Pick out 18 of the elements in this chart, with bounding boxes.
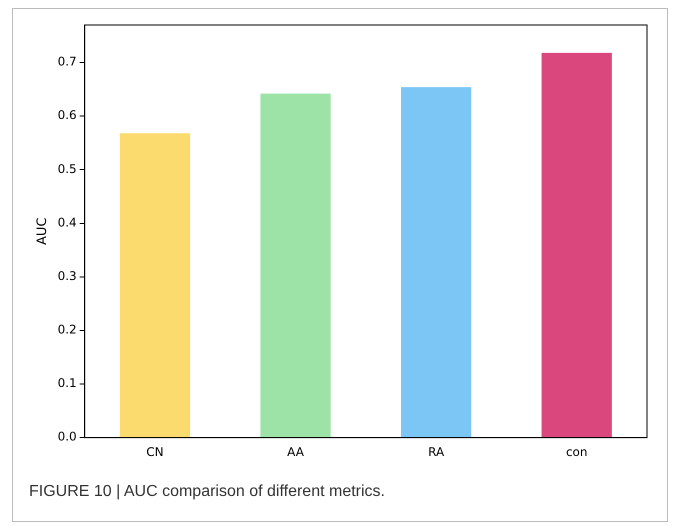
x-tick-label: RA xyxy=(428,444,445,459)
y-axis-title: AUC xyxy=(35,218,50,246)
y-tick-label: 0.7 xyxy=(58,54,77,69)
bar xyxy=(120,133,190,438)
y-tick-label: 0.1 xyxy=(58,376,77,390)
x-tick-label: AA xyxy=(287,444,305,459)
y-tick-label: 0.4 xyxy=(58,215,77,230)
y-tick-label: 0.6 xyxy=(58,108,77,122)
y-tick-label: 0.3 xyxy=(58,268,77,283)
x-tick-label: con xyxy=(566,444,588,459)
caption: FIGURE 10 | AUC comparison of different metrics. xyxy=(29,483,386,501)
bar xyxy=(260,94,331,438)
y-tick-label: 0.2 xyxy=(58,322,77,337)
y-tick-label: 0.0 xyxy=(58,430,77,444)
bar xyxy=(542,52,612,438)
x-tick-label: CN xyxy=(146,444,164,459)
y-tick-label: 0.5 xyxy=(58,162,77,176)
bar xyxy=(400,87,472,438)
